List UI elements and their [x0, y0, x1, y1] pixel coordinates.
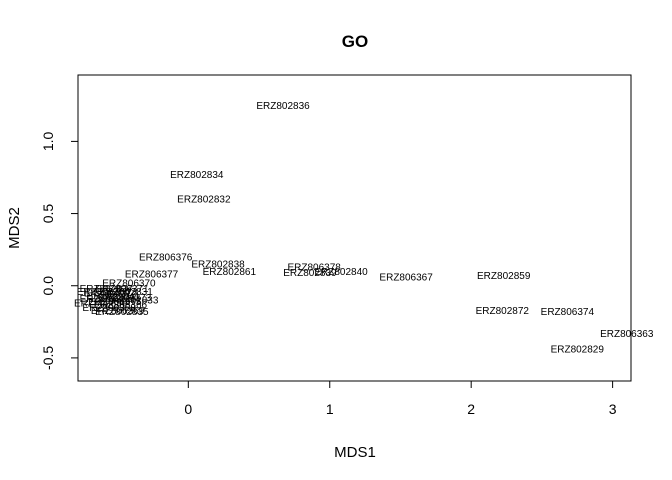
point-label: ERZ806368: [82, 303, 136, 314]
point-label: ERZ806373: [98, 293, 152, 304]
point-label: ERZ802833: [105, 296, 159, 307]
point-label: ERZ802861: [203, 267, 257, 278]
point-labels: ERZ802836ERZ802834ERZ802832ERZ806376ERZ8…: [74, 101, 654, 356]
point-label: ERZ802834: [170, 170, 224, 181]
plot-area-border: [77, 74, 632, 382]
point-label: ERZ806371: [95, 284, 149, 295]
point-label: ERZ802831: [99, 287, 153, 298]
point-label: ERZ806374: [541, 307, 595, 318]
point-label: ERZ802830: [74, 299, 128, 310]
point-label: ERZ806378: [288, 262, 342, 273]
y-tick-label: -0.5: [40, 346, 56, 370]
point-label: ERZ806367: [379, 273, 433, 284]
point-label: ERZ802837: [80, 284, 134, 295]
point-label: ERZ806375: [88, 297, 142, 308]
point-label: ERZ802840: [314, 267, 368, 278]
y-axis-label: MDS2: [6, 207, 23, 249]
point-label: ERZ802835: [95, 307, 149, 318]
x-axis-label: MDS1: [334, 444, 376, 461]
point-label: ERZ806370: [102, 278, 156, 289]
point-label: ERZ806376: [139, 252, 193, 263]
point-label: ERZ802859: [477, 271, 531, 282]
x-axis: 0 1 2 3: [184, 380, 617, 417]
point-label: ERZ802839: [283, 268, 337, 279]
point-label: ERZ806365: [80, 294, 134, 305]
point-label: ERZ802841: [87, 291, 141, 302]
y-tick-label: 0.5: [40, 204, 56, 224]
point-label: ERZ806377: [125, 270, 179, 281]
x-tick-label: 2: [467, 401, 475, 417]
x-tick-label: 1: [326, 401, 334, 417]
point-label: ERZ806369: [91, 306, 145, 317]
y-tick-label: 1.0: [40, 131, 56, 151]
y-axis: -0.5 0.0 0.5 1.0: [40, 131, 79, 370]
point-label: ERZ806366: [94, 300, 148, 311]
chart-title: GO: [342, 32, 368, 51]
point-label: ERZ802829: [551, 345, 605, 356]
point-label: ERZ806363: [600, 329, 654, 340]
point-label: ERZ806364: [77, 287, 131, 298]
y-tick-label: 0.0: [40, 276, 56, 296]
point-label: ERZ806372: [84, 288, 138, 299]
point-label: ERZ802832: [177, 195, 231, 206]
point-label: ERZ802836: [256, 101, 310, 112]
point-label: ERZ802872: [476, 306, 530, 317]
x-tick-label: 0: [184, 401, 192, 417]
point-label: ERZ802838: [191, 260, 245, 271]
x-tick-label: 3: [609, 401, 617, 417]
